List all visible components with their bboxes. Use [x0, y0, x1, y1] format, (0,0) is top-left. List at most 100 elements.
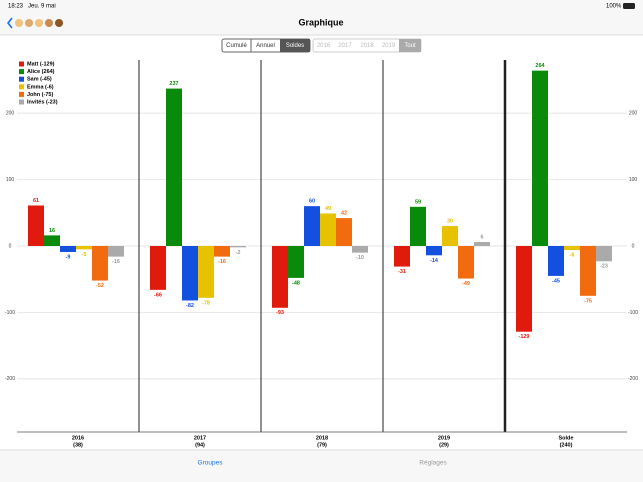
value-label: -16	[218, 259, 226, 265]
value-label: -2	[236, 250, 241, 256]
bar	[336, 218, 352, 246]
chart: -200 -200 -100 -100 0 0 100 100 200 200 61 16 -9 -5 -5…	[5, 60, 638, 448]
x-tick-note: (79)	[317, 442, 327, 448]
bar	[532, 70, 548, 246]
bar	[426, 246, 442, 256]
tab[interactable]: Groupes	[198, 460, 224, 467]
y-tick-label: 100	[6, 177, 15, 183]
year-option[interactable]: Tout	[404, 43, 416, 49]
value-label: -82	[186, 303, 194, 309]
value-label: -66	[154, 292, 162, 298]
year-control: 2016 2017 2018 2019 Tout	[312, 38, 422, 53]
bar	[214, 246, 230, 257]
value-label: -78	[202, 300, 210, 306]
x-tick-label: 2017	[194, 435, 206, 441]
bar	[150, 246, 166, 290]
bar	[394, 246, 410, 267]
year-option[interactable]: 2016	[317, 43, 331, 49]
bar	[474, 242, 490, 246]
y-tick-label: -100	[628, 310, 638, 316]
mode-control: Cumulé Annuel Soldes	[221, 38, 311, 53]
bar	[580, 246, 596, 296]
bar	[76, 246, 92, 250]
value-label: -48	[292, 280, 300, 286]
value-label: -31	[398, 269, 406, 275]
bar	[198, 246, 214, 298]
top-bar	[0, 0, 643, 35]
mode-option[interactable]: Cumulé	[226, 43, 247, 49]
x-tick-label: 2016	[72, 435, 84, 441]
bar	[60, 246, 76, 252]
value-label: -16	[112, 259, 120, 265]
legend-label: Sam (-45)	[27, 77, 52, 83]
bar	[564, 246, 580, 250]
value-label: 6	[480, 234, 483, 240]
bar	[304, 206, 320, 246]
value-label: -52	[96, 283, 104, 289]
bar	[166, 88, 182, 246]
value-label: -93	[276, 310, 284, 316]
bar	[108, 246, 124, 257]
legend-swatch	[19, 76, 24, 82]
legend-swatch	[19, 99, 24, 105]
legend-swatch	[19, 84, 24, 90]
bar	[230, 246, 246, 248]
value-label: -5	[82, 252, 87, 258]
legend-label: Matt (-129)	[27, 61, 55, 67]
value-label: 59	[415, 199, 421, 205]
y-tick-label: -200	[5, 376, 15, 382]
battery-icon	[623, 3, 635, 9]
legend-swatch	[19, 91, 24, 97]
value-label: -129	[518, 334, 529, 340]
x-tick-note: (94)	[195, 442, 205, 448]
value-label: 49	[325, 206, 331, 212]
y-tick-label: 0	[632, 243, 635, 249]
nav-title: Graphique	[298, 17, 343, 27]
x-tick-note: (240)	[560, 442, 573, 448]
mode-option[interactable]: Annuel	[256, 43, 275, 49]
legend-label: Emma (-6)	[27, 84, 54, 90]
value-label: 30	[447, 219, 453, 225]
y-tick-label: -100	[5, 310, 15, 316]
value-label: 61	[33, 198, 39, 204]
y-tick-label: 0	[9, 243, 12, 249]
x-tick-label: 2018	[316, 435, 328, 441]
status-date: Jeu. 9 mai	[28, 4, 56, 10]
value-label: -9	[66, 254, 71, 260]
bar	[352, 246, 368, 253]
x-tick-label: 2019	[438, 435, 450, 441]
bar	[548, 246, 564, 276]
bar	[92, 246, 108, 281]
value-label: -10	[356, 255, 364, 261]
bar	[288, 246, 304, 278]
tab[interactable]: Réglages	[419, 460, 447, 467]
value-label: 237	[169, 81, 178, 87]
mode-option[interactable]: Soldes	[286, 43, 304, 49]
value-label: -14	[430, 258, 439, 264]
x-tick-note: (38)	[73, 442, 83, 448]
value-label: 264	[535, 63, 545, 69]
tab-bar	[0, 450, 643, 482]
value-label: -45	[552, 278, 560, 284]
year-option[interactable]: 2018	[360, 43, 374, 49]
x-tick-label: Solde	[559, 435, 574, 441]
value-label: 42	[341, 211, 347, 217]
year-selected	[399, 39, 421, 52]
year-option[interactable]: 2017	[338, 43, 352, 49]
bar	[442, 226, 458, 246]
status-battery: 100%	[606, 4, 622, 10]
status-time: 18:23	[8, 4, 24, 10]
mode-selected	[280, 39, 310, 52]
bar	[458, 246, 474, 279]
bar	[44, 235, 60, 246]
legend-swatch	[19, 69, 24, 75]
value-label: 16	[49, 228, 55, 234]
year-option[interactable]: 2019	[382, 43, 396, 49]
bar	[410, 206, 426, 246]
value-label: -6	[570, 252, 575, 258]
x-tick-note: (29)	[439, 442, 449, 448]
value-label: -49	[462, 281, 470, 287]
y-tick-label: -200	[628, 376, 638, 382]
back-button[interactable]	[6, 17, 13, 29]
